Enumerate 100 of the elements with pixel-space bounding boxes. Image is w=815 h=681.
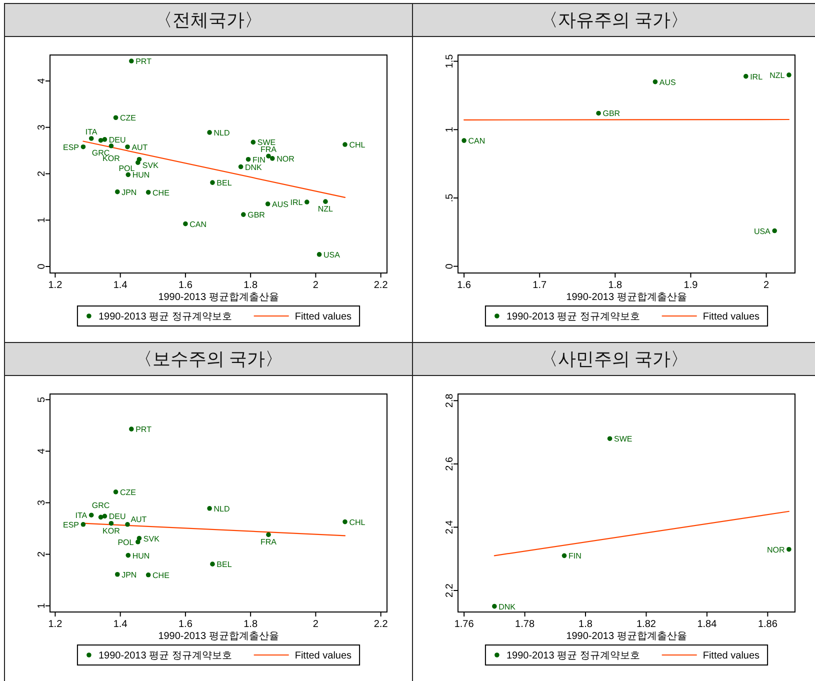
point — [129, 426, 134, 432]
data-label: DNK — [245, 162, 263, 172]
data-label: CHE — [152, 188, 170, 198]
data-label: CHE — [152, 570, 170, 580]
data-label: AUS — [659, 78, 676, 87]
x-tick-label: 2 — [764, 280, 770, 291]
data-label: AUT — [130, 514, 147, 524]
x-tick-label: 1.82 — [636, 619, 656, 630]
y-tick-label: 2 — [36, 551, 48, 558]
y-tick-label: 1 — [36, 216, 48, 223]
point — [183, 221, 188, 226]
point — [241, 212, 246, 217]
data-label: CAN — [468, 136, 486, 146]
data-label: DEU — [108, 135, 126, 144]
legend-label: 1990-2013 평균 정규계약보호 — [506, 312, 640, 323]
point — [210, 562, 215, 566]
data-label: NLD — [214, 504, 230, 514]
data-label: NOR — [276, 154, 295, 164]
x-tick-label: 2 — [312, 280, 319, 291]
y-tick-label: 4 — [36, 448, 48, 454]
y-tick-label: 2.6 — [444, 456, 456, 471]
x-tick-label: 1.86 — [758, 619, 778, 630]
x-tick-label: 2.2 — [374, 280, 388, 291]
data-label: ITA — [85, 127, 98, 136]
data-label: AUS — [272, 200, 288, 209]
point — [80, 144, 86, 150]
y-tick-label: 1.5 — [444, 54, 456, 68]
x-tick-label: 1.8 — [244, 619, 258, 630]
x-tick-label: 1.76 — [454, 619, 474, 630]
point — [304, 200, 310, 204]
data-label: FRA — [260, 538, 278, 547]
point — [108, 144, 114, 148]
point — [210, 180, 215, 185]
x-tick-label: 1.6 — [178, 280, 193, 291]
chart-title: 〈보수주의 국가〉 — [5, 343, 412, 376]
point — [266, 154, 271, 159]
data-label: JPN — [122, 570, 137, 580]
point — [136, 540, 140, 544]
x-axis-title: 1990-2013 평균합계출산율 — [566, 631, 687, 642]
data-label: FIN — [568, 552, 582, 561]
data-label: HUN — [132, 170, 150, 180]
point — [207, 506, 212, 511]
data-label: PRT — [136, 425, 152, 434]
point — [102, 514, 108, 519]
data-label: IRL — [750, 72, 764, 82]
data-label: SVK — [143, 534, 160, 544]
point — [125, 144, 130, 150]
point — [88, 512, 94, 518]
x-tick-label: 2.2 — [374, 619, 388, 630]
point — [126, 172, 131, 178]
point — [607, 436, 612, 442]
y-tick-label: 5 — [36, 396, 48, 402]
x-tick-label: 1.6 — [178, 619, 193, 630]
data-label: CHL — [349, 518, 366, 527]
data-label: JPN — [122, 188, 137, 197]
data-label: ESP — [63, 142, 80, 152]
point — [238, 164, 244, 170]
point — [772, 228, 777, 234]
point — [102, 137, 108, 142]
data-label: ITA — [75, 511, 88, 520]
data-label: FIN — [252, 155, 266, 164]
x-tick-label: 1.8 — [578, 619, 593, 630]
data-label: ESP — [63, 520, 80, 530]
x-tick-label: 1.84 — [697, 619, 718, 630]
chart-title: 〈자유주의 국가〉 — [413, 4, 815, 37]
legend-label: Fitted values — [702, 312, 760, 323]
point — [265, 201, 270, 206]
x-tick-label: 1.4 — [113, 619, 128, 630]
point — [207, 130, 212, 135]
x-axis-title: 1990-2013 평균합계출산율 — [158, 292, 279, 303]
data-label: USA — [323, 250, 341, 260]
chart-title: 〈전체국가〉 — [5, 4, 412, 37]
point — [115, 189, 120, 194]
point — [342, 142, 348, 147]
data-label: SVK — [142, 160, 160, 170]
y-tick-label: 3 — [36, 500, 48, 506]
legend-label: Fitted values — [702, 650, 760, 662]
legend-label: Fitted values — [294, 650, 352, 662]
point — [136, 160, 140, 166]
x-tick-label: 1.9 — [684, 280, 698, 291]
point — [113, 115, 118, 120]
point — [270, 156, 275, 161]
y-tick-label: 2.4 — [444, 520, 456, 534]
data-label: SWE — [257, 138, 276, 148]
data-label: CHL — [349, 140, 366, 150]
point — [462, 138, 466, 143]
point — [786, 72, 792, 78]
point — [129, 58, 134, 64]
x-tick-label: 1.2 — [48, 619, 63, 630]
data-label: GRC — [92, 501, 110, 510]
x-tick-label: 1.4 — [113, 280, 128, 291]
x-tick-label: 1.6 — [457, 280, 472, 291]
y-tick-label: 1 — [36, 602, 48, 609]
legend-label: 1990-2013 평균 정규계약보호 — [98, 650, 232, 662]
data-label: AUT — [132, 142, 148, 152]
y-tick-label: .5 — [444, 193, 456, 202]
data-label: NZL — [318, 204, 334, 214]
data-label: DNK — [498, 602, 516, 612]
point — [743, 74, 748, 79]
legend-label: 1990-2013 평균 정규계약보호 — [98, 312, 232, 323]
